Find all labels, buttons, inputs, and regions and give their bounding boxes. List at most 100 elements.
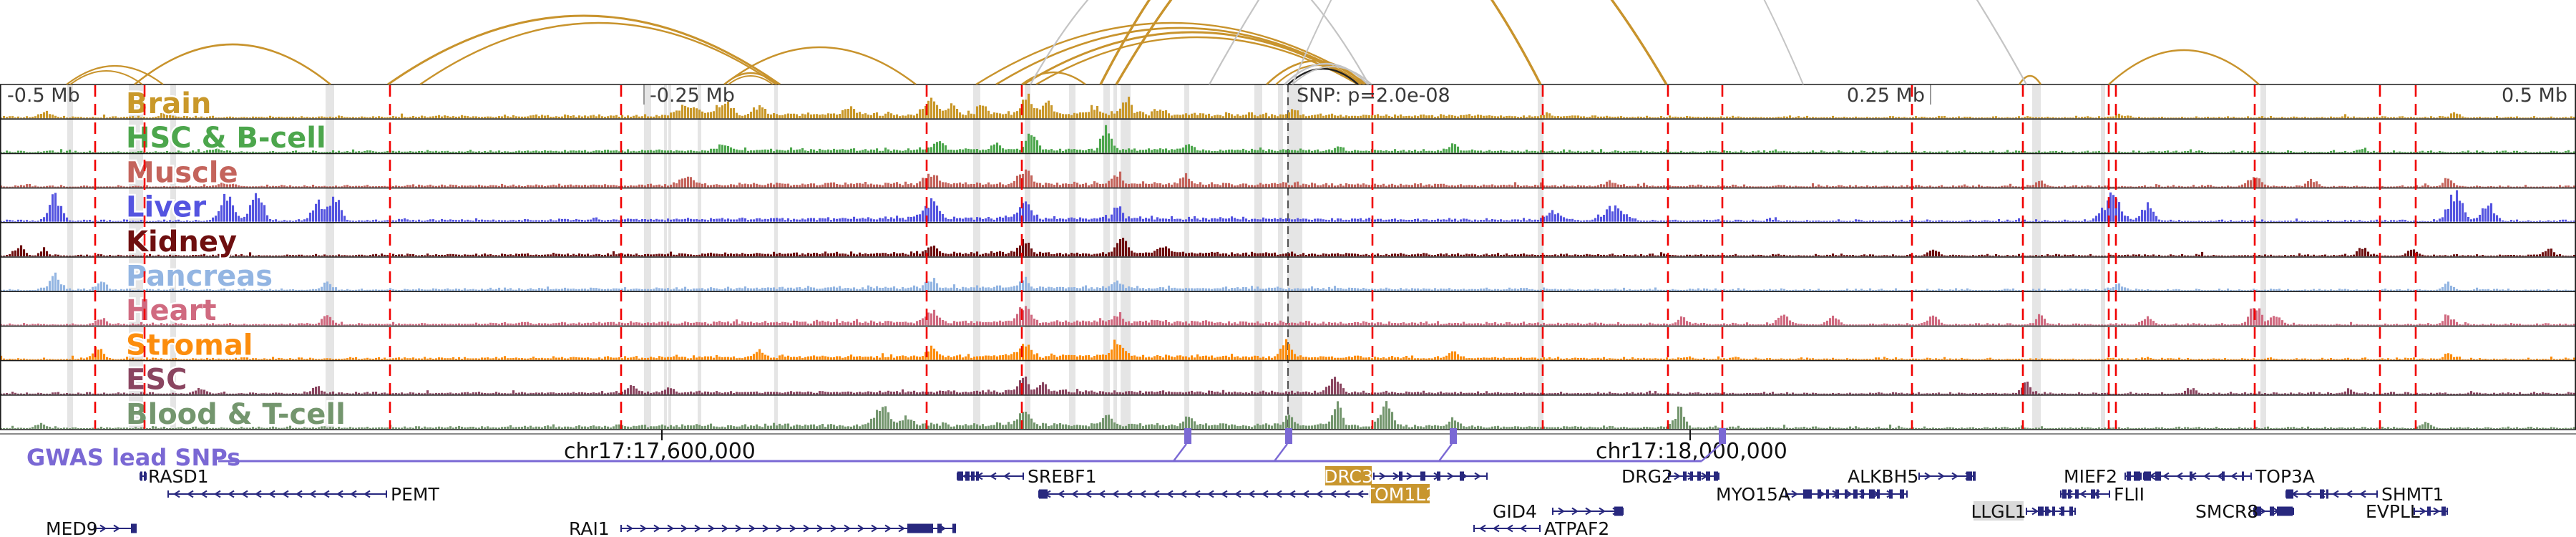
exon-block <box>2427 506 2431 516</box>
gene-llgl1: LLGL1 <box>1971 501 2076 522</box>
exon-block <box>1869 489 1875 499</box>
gene-label: EVPLL <box>2366 501 2420 522</box>
gene-label: LLGL1 <box>1971 501 2026 522</box>
exon-block <box>2127 471 2131 481</box>
exon-block <box>2326 489 2328 499</box>
track-label-liver: Liver <box>126 191 206 224</box>
exon-block <box>144 471 146 481</box>
track-label-kidney: Kidney <box>126 226 237 258</box>
interaction-arc-gold <box>1099 0 1542 84</box>
gwas-marker-connector <box>1274 443 1288 462</box>
gene-smcr8: SMCR8 <box>2195 501 2294 522</box>
exon-block <box>1861 489 1864 499</box>
axis-label--0.5-mb: -0.5 Mb <box>7 84 80 107</box>
interaction-arc-gold <box>1115 0 1668 84</box>
interaction-arc-silver <box>1030 0 1370 84</box>
gene-top3a: TOP3A <box>2143 466 2315 487</box>
gene-label: DRC3 <box>1324 466 1373 487</box>
exon-block <box>2441 506 2446 516</box>
gene-flii: FLII <box>2060 484 2145 505</box>
exon-block <box>2069 506 2073 516</box>
exon-block <box>957 471 963 481</box>
exon-block <box>1845 489 1848 499</box>
gene-label: PEMT <box>391 484 439 505</box>
strand-chevrons <box>172 490 371 498</box>
gene-shmt1: SHMT1 <box>2285 484 2444 505</box>
gene-label: DRG2 <box>1621 466 1673 487</box>
gwas-marker-connector <box>1173 443 1187 462</box>
gene-pemt: PEMT <box>167 484 439 505</box>
exon-block <box>937 523 942 533</box>
gene-rasd1: RASD1 <box>140 466 209 487</box>
interaction-arcs-layer <box>66 0 2260 84</box>
gene-srebf1: SREBF1 <box>957 466 1096 487</box>
exon-block <box>2091 489 2095 499</box>
gene-label: MED9 <box>46 518 98 537</box>
gwas-lead-snp-marker <box>1719 428 1726 444</box>
exon-block <box>2242 471 2244 481</box>
exon-block <box>2075 489 2079 499</box>
exon-block <box>1614 506 1623 516</box>
gwas-lead-snps-layer: GWAS lead SNPs <box>26 428 1726 471</box>
gwas-lead-snps-label: GWAS lead SNPs <box>26 444 240 471</box>
track-label-esc: ESC <box>126 364 187 397</box>
gene-label: SHMT1 <box>2381 484 2444 505</box>
coordinate-label: chr17:17,600,000 <box>564 439 756 464</box>
exon-block <box>1706 471 1710 481</box>
exon-block <box>2286 489 2293 499</box>
gene-label-highlight <box>1371 484 1430 503</box>
interaction-arc-gold <box>1035 36 1359 84</box>
exon-block <box>1714 471 1718 481</box>
interaction-arc-gold <box>975 21 1369 84</box>
interaction-arc-silver <box>1292 66 1372 84</box>
gene-label-highlight <box>1325 466 1372 485</box>
exon-block <box>1683 471 1687 481</box>
gene-label-highlight <box>1974 501 2024 521</box>
gwas-marker-connector <box>1438 443 1453 462</box>
track-label-stromal: Stromal <box>126 329 253 362</box>
track-label-muscle: Muscle <box>126 156 238 189</box>
gene-label: ALKBH5 <box>1848 466 1918 487</box>
strand-chevrons <box>1924 472 1973 480</box>
interaction-arc-gold <box>134 43 331 84</box>
gene-label: MIEF2 <box>2064 466 2117 487</box>
gene-label: SMCR8 <box>2195 501 2258 522</box>
exon-block <box>2254 506 2261 516</box>
gene-label: RAI1 <box>569 518 610 537</box>
gene-gid4: GID4 <box>1493 501 1624 522</box>
axis-label--0.25-mb: -0.25 Mb <box>650 84 735 107</box>
exon-block <box>1877 489 1880 499</box>
interaction-arc-gold <box>2018 74 2042 84</box>
exon-block <box>2320 489 2324 499</box>
gene-annotation-layer: RASD1 SREBF1 DRC3 DRG2 ALKBH5 MIEF2 TOP3A PEMT T… <box>46 466 2448 537</box>
exon-block <box>2052 506 2055 516</box>
exon-block <box>976 471 979 481</box>
interaction-arc-gold <box>419 21 777 84</box>
interaction-arc-gold <box>69 70 143 84</box>
gene-label: FLII <box>2114 484 2145 505</box>
red-snp-lines-layer <box>94 85 2417 429</box>
top-axis-layer: -0.5 Mb -0.25 Mb SNP: p=2.0e-08 0.25 Mb 0.5 … <box>7 84 2567 107</box>
axis-label-0.25-mb: 0.25 Mb <box>1847 84 1925 107</box>
track-label-hsc-b-cell: HSC & B-cell <box>126 122 326 155</box>
exon-block <box>1966 471 1972 481</box>
gene-mief2: MIEF2 <box>2064 466 2142 487</box>
exon-block <box>952 523 956 533</box>
exon-block <box>1973 471 1976 481</box>
axis-label-snp-p-2.0e-08: SNP: p=2.0e-08 <box>1297 84 1450 107</box>
exon-block <box>1900 489 1904 499</box>
exon-block <box>2068 489 2071 499</box>
exon-block <box>2270 506 2274 516</box>
interaction-arc-gold <box>1021 71 1086 84</box>
interaction-arc-gold <box>66 65 164 84</box>
exon-block <box>2038 506 2044 516</box>
gene-rai1: RAI1 <box>569 518 956 537</box>
exon-block <box>1818 489 1821 499</box>
gene-label: TOM1L2 <box>1363 484 1437 505</box>
gene-drg2: DRG2 <box>1621 466 1719 487</box>
exon-block <box>1853 489 1858 499</box>
track-borders-layer <box>0 84 2576 430</box>
exon-block <box>2222 471 2225 481</box>
